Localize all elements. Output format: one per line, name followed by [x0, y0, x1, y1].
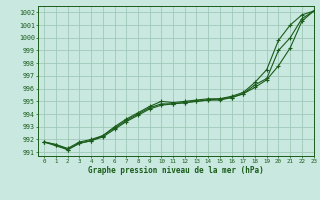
X-axis label: Graphe pression niveau de la mer (hPa): Graphe pression niveau de la mer (hPa) [88, 166, 264, 175]
